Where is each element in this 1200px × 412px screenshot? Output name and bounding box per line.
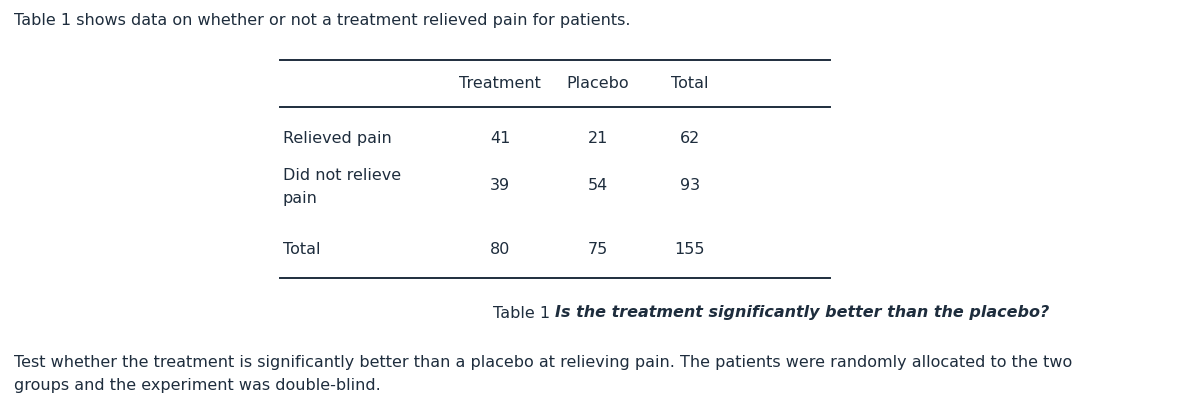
Text: 39: 39 bbox=[490, 178, 510, 192]
Text: groups and the experiment was double-blind.: groups and the experiment was double-bli… bbox=[14, 378, 380, 393]
Text: 41: 41 bbox=[490, 131, 510, 145]
Text: Is the treatment significantly better than the placebo?: Is the treatment significantly better th… bbox=[554, 306, 1049, 321]
Text: 21: 21 bbox=[588, 131, 608, 145]
Text: 80: 80 bbox=[490, 243, 510, 258]
Text: Placebo: Placebo bbox=[566, 77, 629, 91]
Text: Table 1: Table 1 bbox=[493, 306, 554, 321]
Text: 62: 62 bbox=[680, 131, 700, 145]
Text: 155: 155 bbox=[674, 243, 706, 258]
Text: pain: pain bbox=[283, 191, 318, 206]
Text: 75: 75 bbox=[588, 243, 608, 258]
Text: Test whether the treatment is significantly better than a placebo at relieving p: Test whether the treatment is significan… bbox=[14, 355, 1073, 370]
Text: Table 1 shows data on whether or not a treatment relieved pain for patients.: Table 1 shows data on whether or not a t… bbox=[14, 13, 630, 28]
Text: 54: 54 bbox=[588, 178, 608, 192]
Text: 93: 93 bbox=[680, 178, 700, 192]
Text: Total: Total bbox=[671, 77, 709, 91]
Text: Did not relieve: Did not relieve bbox=[283, 168, 401, 183]
Text: Total: Total bbox=[283, 243, 320, 258]
Text: Relieved pain: Relieved pain bbox=[283, 131, 391, 145]
Text: Treatment: Treatment bbox=[460, 77, 541, 91]
